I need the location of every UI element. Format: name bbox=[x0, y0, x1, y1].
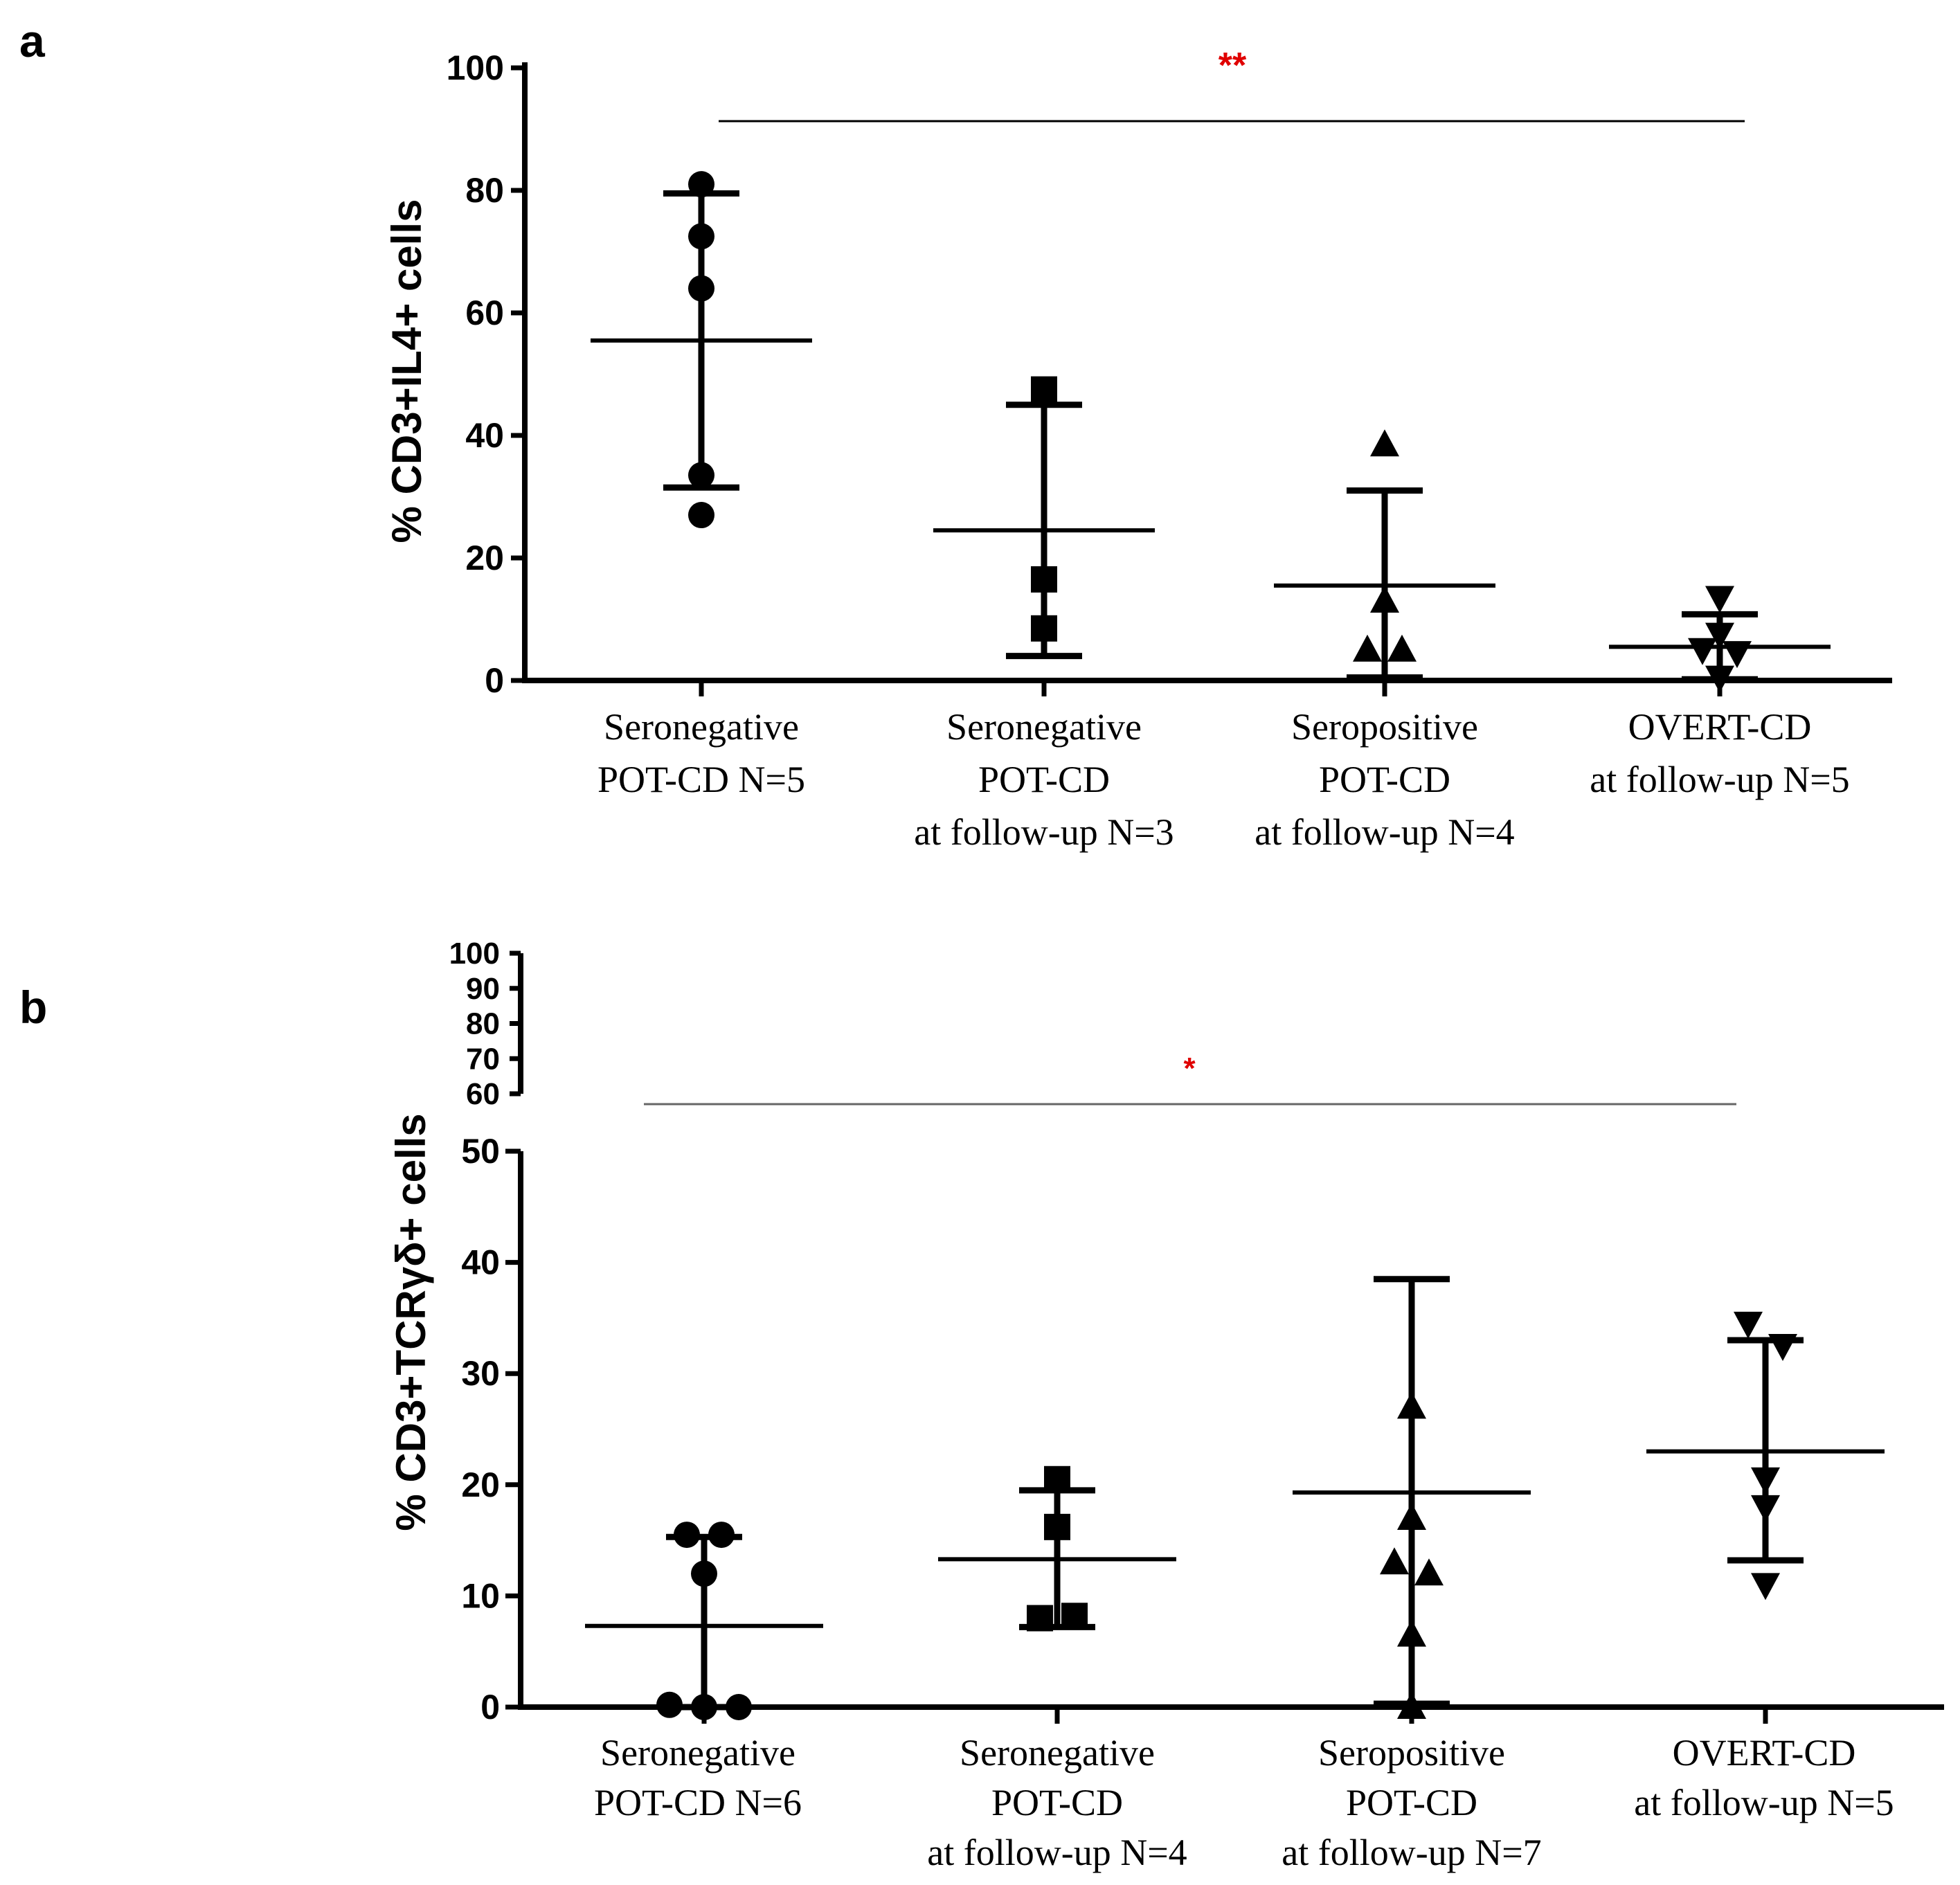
data-point bbox=[688, 462, 714, 489]
y-tick-label: 80 bbox=[466, 1007, 500, 1041]
y-tick-label: 0 bbox=[485, 661, 504, 700]
data-point bbox=[726, 1694, 752, 1720]
panel-a-group-3 bbox=[1274, 429, 1495, 681]
panel-b-category-3-line: at follow-up N=7 bbox=[1282, 1832, 1541, 1873]
panel-b-category-4-line: at follow-up N=5 bbox=[1634, 1782, 1894, 1823]
panel-a-groups bbox=[591, 171, 1831, 693]
data-point bbox=[1397, 1391, 1426, 1419]
y-tick-label: 20 bbox=[465, 539, 504, 577]
data-point bbox=[656, 1691, 683, 1718]
data-point bbox=[1044, 1513, 1070, 1540]
panel-a-category-4-line: at follow-up N=5 bbox=[1590, 759, 1849, 800]
panel-b-category-2-line: POT-CD bbox=[991, 1782, 1123, 1823]
panel-a-category-labels: Seronegative POT-CD N=5 Seronegative POT-CD… bbox=[597, 706, 1850, 853]
data-point bbox=[1370, 429, 1399, 457]
data-point bbox=[1044, 1465, 1070, 1492]
data-point bbox=[1380, 1547, 1409, 1575]
panel-a-category-3-line: POT-CD bbox=[1319, 759, 1450, 800]
data-point bbox=[1751, 1495, 1780, 1522]
data-point bbox=[1734, 1311, 1763, 1339]
data-point bbox=[1723, 641, 1752, 669]
data-point bbox=[1397, 1502, 1426, 1530]
data-point bbox=[1705, 586, 1734, 613]
data-point bbox=[1768, 1334, 1797, 1362]
panel-a-group-1 bbox=[591, 171, 812, 529]
data-point bbox=[1370, 585, 1399, 613]
y-tick-label: 90 bbox=[466, 972, 500, 1006]
data-point bbox=[1705, 665, 1734, 693]
data-point bbox=[1027, 1605, 1053, 1632]
panel-b-significance-marker: * bbox=[1183, 1052, 1196, 1085]
panel-b-group-1 bbox=[585, 1522, 823, 1720]
panel-a-category-2-line: POT-CD bbox=[978, 759, 1110, 800]
data-point bbox=[1353, 634, 1382, 662]
panel-b-group-4 bbox=[1646, 1311, 1885, 1600]
panel-b-category-2-line: Seronegative bbox=[960, 1732, 1155, 1774]
panel-a-category-2-line: Seronegative bbox=[946, 706, 1142, 748]
panel-b-category-1-line: Seronegative bbox=[600, 1732, 795, 1774]
y-tick-label: 0 bbox=[480, 1688, 500, 1726]
y-tick-label: 30 bbox=[461, 1354, 500, 1393]
panel-b-y-axis-title: % CD3+TCRγδ+ cells bbox=[388, 1113, 434, 1531]
y-tick-label: 80 bbox=[465, 171, 504, 210]
y-tick-label: 60 bbox=[465, 294, 504, 332]
panel-b-category-1-line: POT-CD N=6 bbox=[594, 1782, 802, 1823]
y-tick-label: 40 bbox=[465, 416, 504, 455]
panel-a-y-axis-title: % CD3+IL4+ cells bbox=[384, 199, 430, 543]
y-tick-label: 100 bbox=[447, 48, 504, 87]
data-point bbox=[1397, 1692, 1426, 1719]
data-point bbox=[1031, 376, 1057, 403]
data-point bbox=[1397, 1619, 1426, 1647]
panel-a-label: a bbox=[19, 15, 46, 66]
panel-b-group-2 bbox=[938, 1465, 1176, 1632]
panel-a-category-1-line: Seronegative bbox=[604, 706, 799, 748]
data-point bbox=[1751, 1573, 1780, 1600]
data-point bbox=[691, 1560, 717, 1587]
panel-b-category-3-line: Seropositive bbox=[1318, 1732, 1505, 1774]
data-point bbox=[688, 171, 714, 198]
y-tick-label: 70 bbox=[466, 1042, 500, 1076]
panel-a-category-4-line: OVERT-CD bbox=[1628, 706, 1812, 748]
data-point bbox=[1061, 1603, 1088, 1630]
panel-a-category-3-line: Seropositive bbox=[1291, 706, 1478, 748]
panel-b-group-3 bbox=[1293, 1276, 1531, 1719]
panel-a-y-ticks: 0 20 40 60 80 100 bbox=[447, 48, 525, 700]
panel-a-category-1-line: POT-CD N=5 bbox=[597, 759, 805, 800]
data-point bbox=[1387, 634, 1417, 662]
data-point bbox=[1751, 1467, 1780, 1495]
panel-b-category-4-line: OVERT-CD bbox=[1673, 1732, 1856, 1774]
data-point bbox=[1688, 638, 1717, 665]
panel-a-group-4 bbox=[1609, 586, 1831, 693]
data-point bbox=[1031, 566, 1057, 593]
panel-a-category-3-line: at follow-up N=4 bbox=[1255, 811, 1514, 853]
y-tick-label: 50 bbox=[461, 1132, 500, 1171]
y-tick-label: 20 bbox=[461, 1465, 500, 1504]
panel-b-category-labels: Seronegative POT-CD N=6 Seronegative POT-CD… bbox=[594, 1732, 1894, 1873]
data-point bbox=[1031, 615, 1057, 642]
panel-a-group-2 bbox=[933, 376, 1155, 660]
data-point bbox=[708, 1522, 735, 1549]
panel-a-category-2-line: at follow-up N=3 bbox=[914, 811, 1174, 853]
y-tick-label: 60 bbox=[466, 1077, 500, 1111]
data-point bbox=[688, 223, 714, 250]
panel-a-significance-marker: ** bbox=[1219, 46, 1247, 86]
panel-b-groups bbox=[585, 1276, 1885, 1720]
data-point bbox=[1414, 1558, 1444, 1586]
panel-a: a 0 20 40 60 80 100 % CD3+IL4+ cells ** Seron… bbox=[19, 15, 1892, 853]
y-tick-label: 40 bbox=[461, 1243, 500, 1282]
data-point bbox=[691, 1694, 717, 1720]
panel-b-category-2-line: at follow-up N=4 bbox=[927, 1832, 1187, 1873]
data-point bbox=[688, 275, 714, 302]
y-tick-label: 10 bbox=[461, 1576, 500, 1615]
data-point bbox=[688, 502, 714, 529]
data-point bbox=[674, 1522, 700, 1549]
panel-b-category-3-line: POT-CD bbox=[1346, 1782, 1477, 1823]
data-point bbox=[1705, 622, 1734, 650]
y-tick-label: 100 bbox=[449, 937, 500, 971]
panel-b-label: b bbox=[19, 982, 47, 1033]
